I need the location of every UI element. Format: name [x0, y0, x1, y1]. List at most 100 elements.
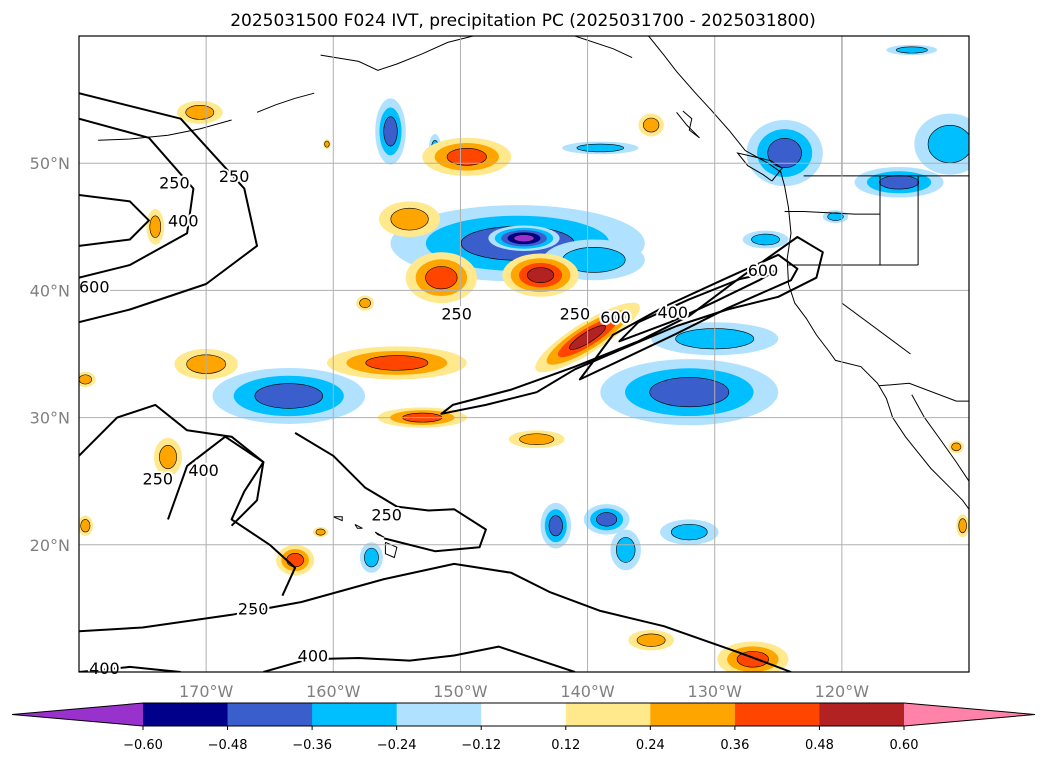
ivt-contour-label: 400	[188, 461, 219, 480]
coastline-segment	[256, 92, 315, 113]
pc-blob	[154, 437, 182, 477]
ivt-contour-label: 250	[219, 167, 250, 186]
colorbar-tick-label: −0.24	[377, 738, 417, 753]
pc-blob	[379, 201, 441, 237]
ivt-contour-label: 250	[238, 599, 269, 618]
pc-band	[315, 528, 326, 536]
ivt-contour-label: 600	[600, 308, 631, 327]
pc-blob	[600, 359, 779, 426]
lat-tick-label: 30°N	[30, 409, 70, 428]
colorbar-extend-high	[904, 703, 1035, 726]
pc-band	[425, 266, 458, 290]
colorbar-segment	[565, 703, 651, 726]
ivt-contour-label: 400	[657, 303, 688, 322]
pc-blob	[914, 113, 969, 175]
pc-band	[596, 512, 618, 527]
colorbar-segment	[650, 703, 736, 726]
coastline-segment	[878, 382, 969, 402]
pc-band	[643, 117, 660, 133]
colorbar-segment	[396, 703, 482, 726]
pc-band	[670, 523, 708, 541]
pc-band	[446, 148, 487, 166]
ivt-contour-250	[294, 432, 487, 553]
colorbar-tick-label: −0.60	[123, 738, 163, 753]
pc-band	[390, 207, 429, 231]
map-frame	[78, 35, 970, 673]
ivt-contour-label: 250	[143, 470, 174, 489]
coastline-segment	[736, 152, 783, 182]
coastline-segment	[333, 516, 343, 522]
pc-band	[254, 383, 323, 409]
colorbar-tick-label: 0.12	[551, 738, 580, 753]
pc-band	[513, 234, 535, 243]
pc-blob	[660, 519, 719, 545]
colorbar: −0.60 −0.48 −0.36 −0.24 −0.12 0.12 0.24 0.36 0.4…	[11, 702, 1036, 753]
coastline-segment	[354, 523, 363, 529]
pc-band	[895, 46, 928, 54]
pc-band	[927, 125, 969, 164]
pc-band	[359, 298, 371, 309]
colorbar-segment	[227, 703, 313, 726]
lon-tick-label: 150°W	[433, 682, 488, 701]
pc-blob	[638, 113, 664, 137]
pc-blob	[583, 504, 630, 535]
ivt-contour-400	[79, 665, 181, 672]
map-plot-area: 250 250 400 600 250 250 600 400 600 250 400 250 250 4…	[77, 35, 970, 680]
pc-band	[365, 355, 429, 371]
lon-tick-label: 130°W	[688, 682, 743, 701]
coastline-segment	[784, 211, 880, 215]
pc-band	[649, 377, 730, 408]
pc-band	[548, 515, 563, 537]
pc-blob	[610, 529, 641, 571]
pc-band	[149, 215, 162, 239]
pc-blob	[146, 208, 165, 245]
coastline-segment	[911, 394, 969, 482]
pc-band	[526, 267, 555, 283]
colorbar-segment	[143, 703, 229, 726]
ivt-contour-label: 400	[298, 646, 329, 665]
colorbar-tick-label: −0.12	[461, 738, 501, 753]
coastline-segment	[676, 110, 700, 139]
coastline-segment	[374, 531, 385, 538]
pc-blob	[375, 98, 406, 165]
pc-blob	[276, 544, 315, 576]
pc-band	[324, 140, 330, 148]
ivt-contour-600	[618, 270, 776, 343]
lon-tick-label: 140°W	[560, 682, 615, 701]
pc-band	[767, 138, 802, 169]
axis-tick-labels: 170°W 160°W 150°W 140°W 130°W 120°W 20°N 30°N 40…	[30, 154, 870, 701]
pc-blob	[628, 630, 675, 651]
colorbar-segment	[312, 703, 398, 726]
pc-blob	[79, 371, 96, 388]
gridlines	[79, 36, 969, 672]
ivt-contour-250	[79, 92, 258, 324]
pc-band	[636, 633, 666, 647]
coastline-segment	[384, 541, 398, 559]
colorbar-segment	[819, 703, 905, 726]
colorbar-tick-label: 0.24	[636, 738, 665, 753]
ivt-contour-250	[440, 236, 824, 415]
ivt-contour-400	[263, 645, 576, 672]
pc-band	[159, 444, 177, 470]
ivt-contour-400	[578, 253, 799, 381]
pc-blob	[356, 295, 374, 311]
pc-band	[364, 547, 379, 568]
pc-blob	[422, 137, 512, 176]
colorbar-segment	[734, 703, 820, 726]
lat-tick-label: 20°N	[30, 536, 70, 555]
lon-tick-label: 160°W	[306, 682, 361, 701]
pc-band	[951, 442, 962, 452]
colorbar-segment	[481, 703, 567, 726]
pc-band	[79, 374, 92, 385]
pc-band	[616, 537, 636, 563]
colorbar-tick-label: −0.48	[208, 738, 248, 753]
pc-blob	[79, 515, 93, 536]
pc-band	[751, 233, 780, 246]
colorbar-tick-label: 0.36	[720, 738, 749, 753]
lat-tick-label: 40°N	[30, 281, 70, 300]
pc-blob	[488, 225, 560, 251]
ivt-contour-label: 250	[441, 304, 472, 323]
pc-band	[878, 175, 920, 190]
pc-blob	[502, 253, 579, 297]
